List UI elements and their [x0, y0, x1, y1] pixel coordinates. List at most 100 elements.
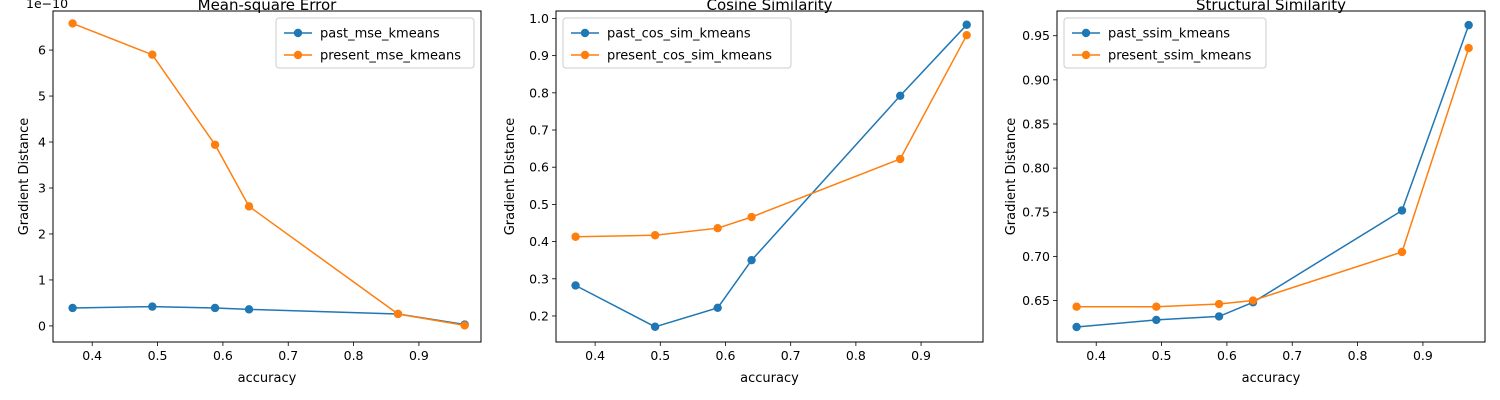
- y-tick-label: 0.4: [529, 234, 549, 249]
- x-tick-label: 0.9: [1413, 348, 1433, 363]
- y-axis-label: Gradient Distance: [1004, 118, 1019, 236]
- y-tick-label: 0.90: [1022, 72, 1050, 87]
- y-tick-label: 2: [38, 226, 46, 241]
- data-point: [148, 302, 157, 311]
- data-point: [210, 140, 220, 149]
- data-point: [68, 19, 77, 28]
- data-point: [1464, 20, 1473, 30]
- x-axis-label: accuracy: [740, 371, 799, 386]
- data-point: [1397, 247, 1407, 257]
- y-tick-label: 0: [38, 318, 46, 333]
- x-tick-label: 0.5: [650, 348, 670, 363]
- data-point: [571, 232, 580, 241]
- y-tick-label: 0.6: [529, 160, 549, 175]
- x-tick-label: 0.7: [1282, 348, 1302, 363]
- x-tick-label: 0.9: [409, 348, 429, 363]
- data-point: [571, 281, 580, 290]
- legend: past_ssim_kmeans present_ssim_kmeans: [1063, 17, 1267, 69]
- data-point: [713, 223, 722, 233]
- x-tick-label: 0.9: [911, 348, 931, 363]
- data-point: [244, 202, 254, 211]
- y-axis-label: Gradient Distance: [17, 118, 32, 236]
- legend-box: [1063, 17, 1267, 69]
- data-point: [1152, 315, 1161, 325]
- y-tick-label: 1.0: [529, 11, 549, 26]
- series-line-present_mse_kmeans: [72, 22, 465, 327]
- data-point: [148, 50, 157, 59]
- data-point: [1214, 312, 1224, 321]
- y-tick-label: 1: [38, 272, 46, 287]
- data-point: [650, 322, 660, 331]
- legend-swatch-marker: [580, 28, 590, 38]
- series-line-past_cos_sim_kmeans: [575, 24, 968, 328]
- plot-frame: [1056, 10, 1486, 343]
- x-tick-label: 0.8: [1348, 348, 1368, 363]
- legend-swatch-marker: [293, 50, 303, 60]
- y-tick-label: 0.9: [529, 48, 549, 63]
- legend-box: [562, 17, 792, 69]
- data-point: [1072, 322, 1081, 332]
- chart-title: Mean-square Error: [198, 0, 338, 14]
- legend-swatch-marker: [1081, 28, 1091, 38]
- chart-panel-2: Cosine Similarity 0.4 0.5 0.6 0.7 0.8 0.9 0.2 0.…: [503, 0, 984, 386]
- y-tick-label: 0.65: [1022, 293, 1050, 308]
- y-tick-label: 6: [38, 43, 46, 58]
- legend-swatch-marker: [293, 28, 303, 38]
- data-point: [713, 303, 722, 312]
- series-line-present_cos_sim_kmeans: [575, 34, 968, 238]
- x-tick-label: 0.8: [344, 348, 364, 363]
- x-tick-label: 0.7: [278, 348, 298, 363]
- x-axis-label: accuracy: [238, 371, 297, 386]
- legend-box: [275, 17, 475, 69]
- legend-label: present_ssim_kmeans: [1108, 49, 1252, 64]
- y-tick-label: 0.80: [1022, 161, 1050, 176]
- data-point: [747, 212, 756, 222]
- data-point: [68, 303, 77, 313]
- y-tick-label: 0.75: [1022, 205, 1050, 220]
- data-point: [1397, 206, 1407, 215]
- plot-frame: [555, 10, 984, 343]
- y-tick-label: 0.85: [1022, 116, 1050, 131]
- data-point: [460, 321, 469, 330]
- chart-title: Structural Similarity: [1196, 0, 1346, 14]
- x-tick-label: 0.5: [148, 348, 168, 363]
- data-point: [1152, 302, 1161, 311]
- legend-label: present_cos_sim_kmeans: [607, 49, 772, 64]
- y-offset-label: 1e−10: [26, 0, 68, 11]
- data-point: [1464, 43, 1473, 53]
- plot-frame: [52, 10, 482, 343]
- data-point: [962, 20, 971, 29]
- data-point: [896, 91, 905, 100]
- series-line-present_ssim_kmeans: [1076, 47, 1470, 308]
- legend-label: past_cos_sim_kmeans: [607, 27, 751, 42]
- legend-label: present_mse_kmeans: [320, 49, 461, 64]
- legend: past_cos_sim_kmeans present_cos_sim_kmean…: [562, 17, 792, 69]
- data-point: [210, 303, 220, 313]
- y-tick-label: 0.3: [529, 271, 549, 286]
- y-axis-label: Gradient Distance: [503, 118, 518, 236]
- series-line-past_ssim_kmeans: [1076, 24, 1470, 328]
- x-tick-label: 0.6: [1217, 348, 1237, 363]
- chart-title: Cosine Similarity: [706, 0, 832, 14]
- x-tick-label: 0.8: [846, 348, 866, 363]
- x-tick-label: 0.7: [781, 348, 801, 363]
- y-tick-label: 3: [38, 180, 46, 195]
- data-point: [1214, 299, 1224, 309]
- data-point: [650, 231, 660, 240]
- data-point: [393, 309, 403, 319]
- data-point: [1248, 296, 1258, 305]
- y-tick-label: 5: [38, 89, 46, 104]
- data-point: [244, 305, 254, 314]
- x-tick-label: 0.4: [585, 348, 605, 363]
- x-tick-label: 0.6: [716, 348, 736, 363]
- y-tick-label: 0.8: [529, 85, 549, 100]
- legend-swatch-marker: [1081, 50, 1091, 60]
- y-tick-label: 0.2: [529, 308, 549, 323]
- data-point: [962, 30, 971, 40]
- data-point: [747, 255, 756, 265]
- legend: past_mse_kmeans present_mse_kmeans: [275, 17, 475, 69]
- y-tick-label: 0.95: [1022, 28, 1050, 43]
- legend-label: past_mse_kmeans: [320, 27, 440, 42]
